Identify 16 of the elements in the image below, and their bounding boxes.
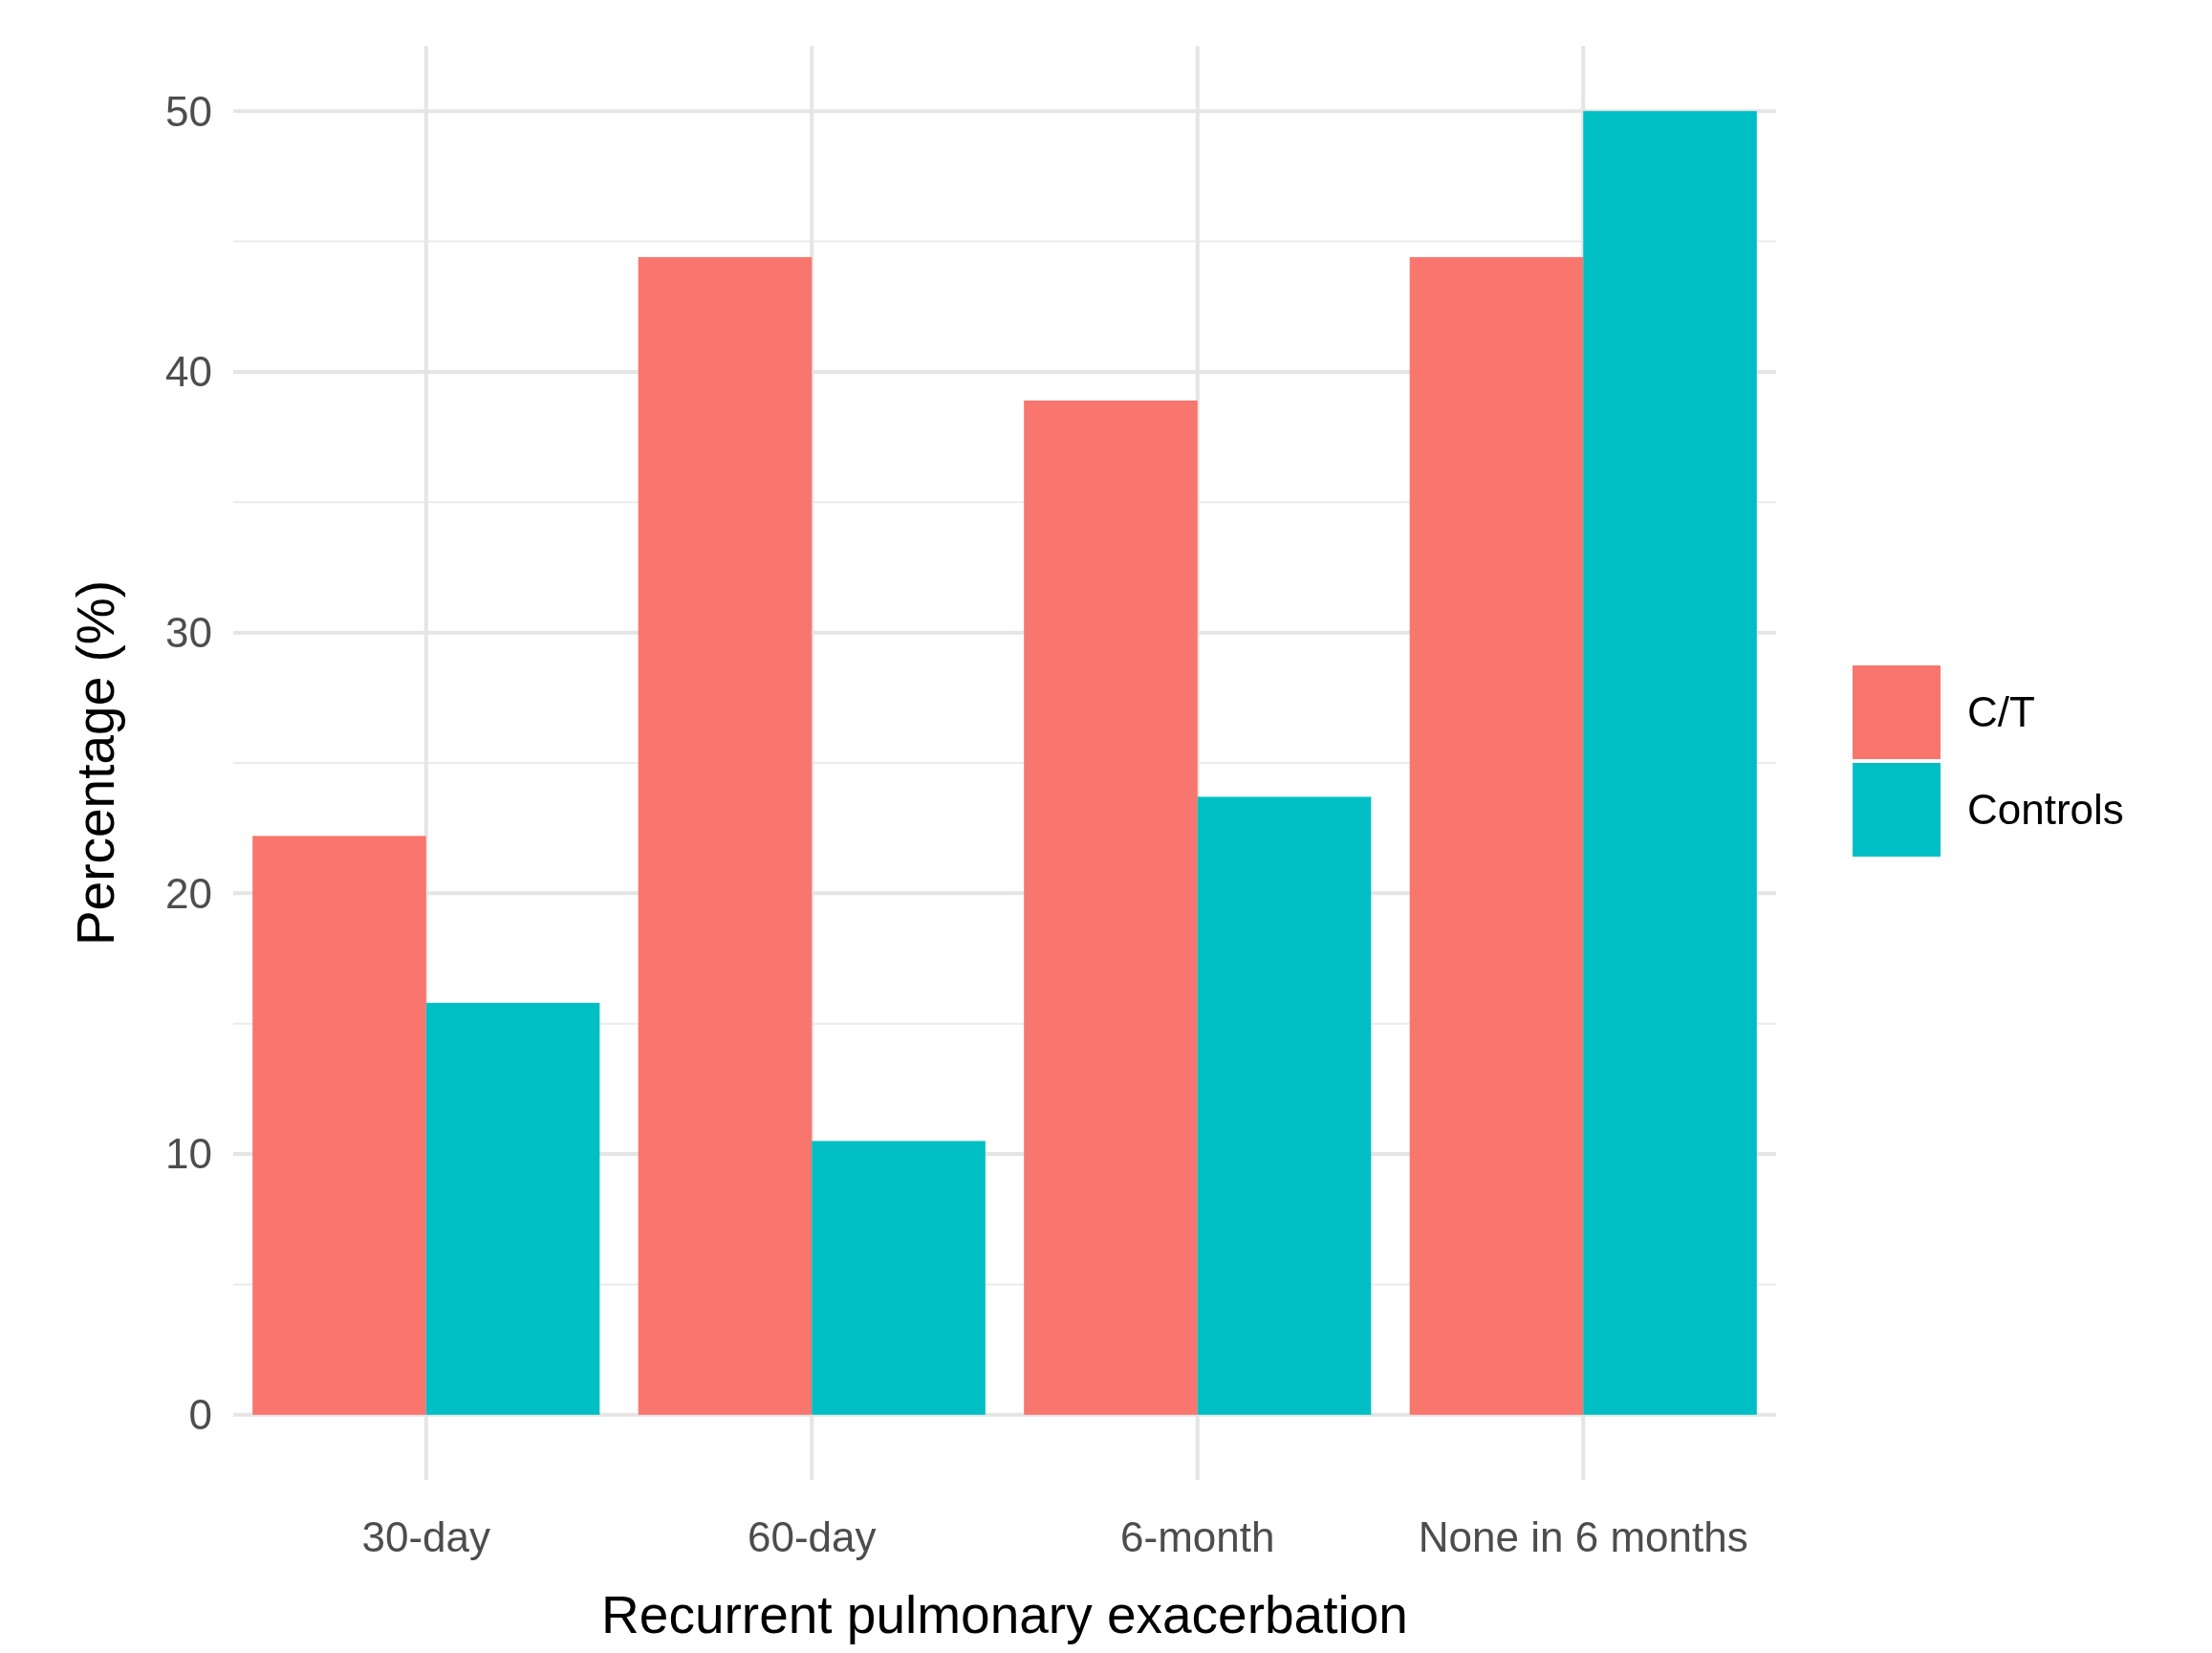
- y-tick-label: 0: [188, 1391, 212, 1439]
- y-tick-label: 20: [165, 869, 212, 917]
- x-tick-label: 60-day: [747, 1513, 877, 1560]
- legend-label: Controls: [1967, 786, 2124, 834]
- y-tick-label: 40: [165, 348, 212, 396]
- legend-label: C/T: [1967, 688, 2035, 736]
- y-tick-label: 10: [165, 1130, 212, 1178]
- x-tick-label: 6-month: [1120, 1513, 1275, 1560]
- y-axis-title: Percentage (%): [66, 579, 125, 946]
- x-tick-label: None in 6 months: [1418, 1513, 1748, 1560]
- x-tick-label: 30-day: [361, 1513, 491, 1560]
- x-axis-title: Recurrent pulmonary exacerbation: [601, 1585, 1408, 1644]
- y-tick-label: 30: [165, 609, 212, 657]
- y-tick-label: 50: [165, 87, 212, 135]
- bar: [812, 1141, 986, 1415]
- bar: [425, 1002, 600, 1415]
